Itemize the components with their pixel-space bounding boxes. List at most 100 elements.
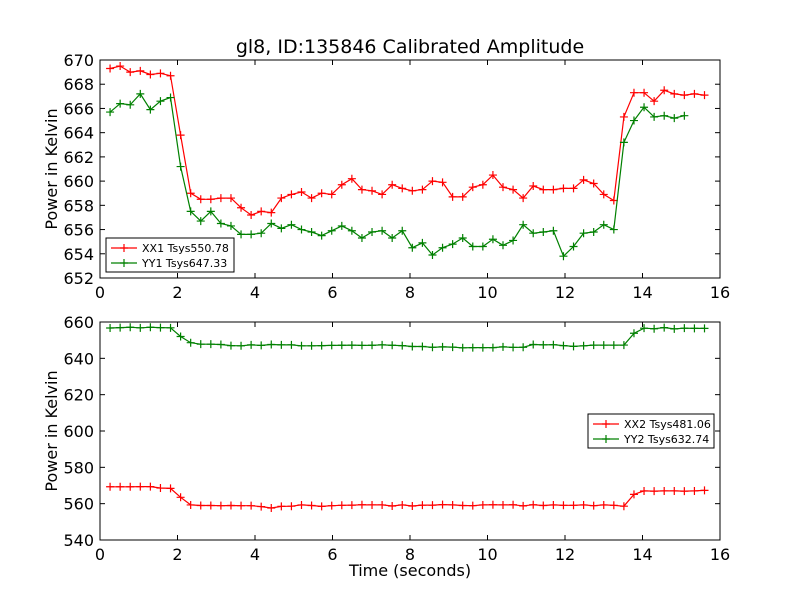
legend-marker [120,259,128,267]
data-point [277,194,286,203]
data-point [650,487,659,496]
data-point [317,502,326,511]
data-point [126,68,135,77]
data-point [297,188,306,197]
y-tick-label: 540 [63,531,94,550]
data-point [670,486,679,495]
y-tick-label: 658 [63,196,94,215]
data-point [368,227,377,236]
data-point [660,323,669,332]
chart-panel-2: 0 2 4 6 8 10 12 14 16 540 560 580 600 620 640 660 Power … [42,313,730,580]
data-point [700,91,709,100]
data-point [670,114,679,123]
y-tick-label: 620 [63,386,94,405]
data-point [166,484,175,493]
data-point [438,243,447,252]
data-point [680,324,689,333]
data-point [297,225,306,234]
data-point [247,501,256,510]
series-2 [106,89,689,261]
data-point [629,490,638,499]
data-point [549,340,558,349]
data-point [519,220,528,229]
data-point [176,162,185,171]
data-point [599,220,608,229]
data-point [136,482,145,491]
data-point [388,180,397,189]
y-tick-label: 668 [63,75,94,94]
data-point [458,234,467,243]
y-tick-label: 656 [63,221,94,240]
data-point [176,493,185,502]
data-point [317,231,326,240]
data-point [267,208,276,217]
data-point [176,332,185,341]
data-point [166,93,175,102]
data-point [690,324,699,333]
data-point [317,341,326,350]
data-point [579,500,588,509]
series-line [109,92,685,258]
data-point [327,341,336,350]
data-point [640,324,649,333]
x-tick-label: 12 [555,283,575,302]
data-point [529,229,538,238]
data-point [488,500,497,509]
data-point [196,501,205,510]
data-point [599,500,608,509]
legend-label: YY1 Tsys647.33 [141,257,227,270]
legend-marker [120,244,128,252]
data-point [378,226,387,235]
data-point [368,500,377,509]
data-point [519,194,528,203]
data-point [599,341,608,350]
data-point [136,66,145,75]
data-point [196,340,205,349]
data-point [670,324,679,333]
data-point [529,340,538,349]
data-point [700,486,709,495]
data-point [368,341,377,350]
data-point [569,242,578,251]
data-point [609,341,618,350]
x-tick-label: 4 [250,545,260,564]
data-point [488,343,497,352]
data-point [226,194,235,203]
x-tick-label: 10 [477,283,497,302]
data-point [186,207,195,216]
data-point [388,234,397,243]
data-point [619,138,628,147]
data-point [438,342,447,351]
data-point [347,226,356,235]
y-tick-label: 652 [63,269,94,288]
data-point [468,501,477,510]
data-point [408,186,417,195]
x-tick-label: 2 [172,545,182,564]
data-point [206,195,215,204]
y-tick-label: 660 [63,313,94,332]
legend-box [587,413,715,449]
legend: XX2 Tsys481.06 YY2 Tsys632.74 [587,413,715,449]
series-1 [106,62,709,220]
data-point [146,482,155,491]
data-point [347,501,356,510]
data-point [267,219,276,228]
y-tick-label: 640 [63,349,94,368]
data-point [257,229,266,238]
data-point [509,500,518,509]
data-point [609,501,618,510]
data-point [458,343,467,352]
data-point [650,97,659,106]
y-tick-label: 600 [63,422,94,441]
data-point [307,341,316,350]
data-point [650,112,659,121]
data-point [499,241,507,250]
data-point [357,234,366,243]
series-1 [106,482,709,513]
data-point [589,501,598,510]
chart-title: gl8, ID:135846 Calibrated Amplitude [236,36,584,58]
data-point [106,108,115,117]
data-point [599,190,608,199]
chart-panel-1: 0 2 4 6 8 10 12 14 16 652 654 656 658 660 662 664 666 668… [42,51,730,302]
plots: 0 2 4 6 8 10 12 14 16 652 654 656 658 660 662 664 666 668… [42,51,730,580]
